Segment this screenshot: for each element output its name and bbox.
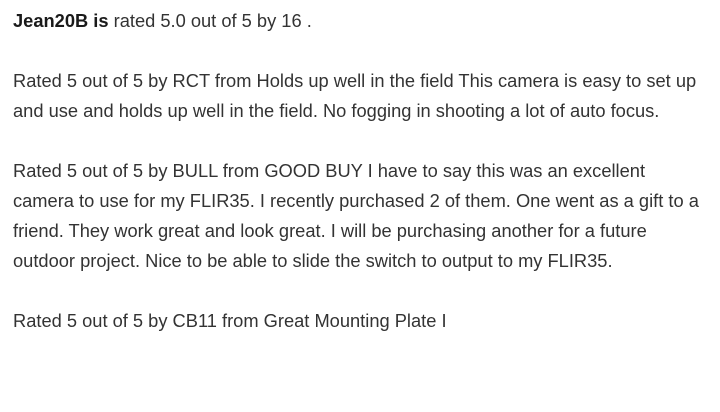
review-item: Rated 5 out of 5 by CB11 from Great Moun… bbox=[13, 310, 447, 331]
product-name: Jean20B is bbox=[13, 10, 109, 31]
review-item: Rated 5 out of 5 by RCT from Holds up we… bbox=[13, 70, 697, 121]
rating-summary-text: rated 5.0 out of 5 by 16 . bbox=[108, 10, 312, 31]
rating-summary: Jean20B is rated 5.0 out of 5 by 16 . bbox=[13, 6, 707, 36]
review-item: Rated 5 out of 5 by BULL from GOOD BUY I… bbox=[13, 160, 699, 271]
